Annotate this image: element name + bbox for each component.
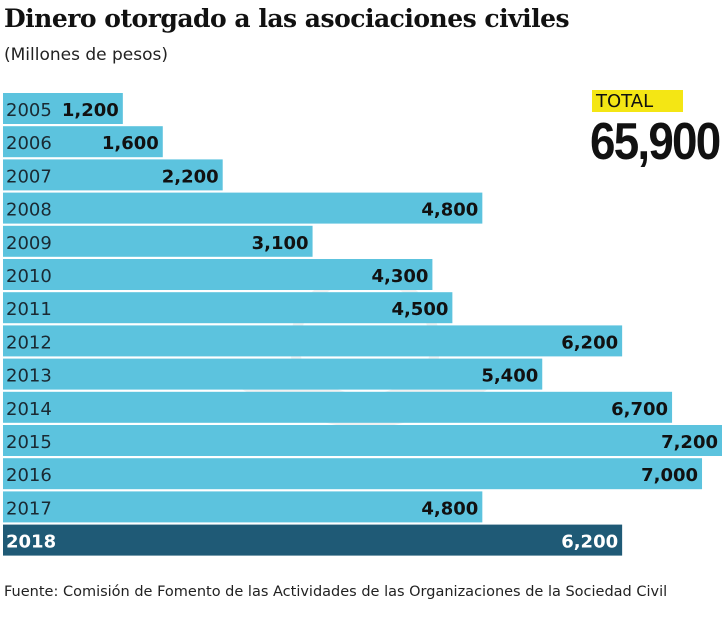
- bar-2012: [3, 325, 623, 357]
- category-label: 2005: [6, 100, 52, 121]
- value-label: 3,100: [252, 233, 309, 254]
- value-label: 5,400: [481, 366, 538, 387]
- bar-2016: [3, 458, 703, 490]
- chart-title: Dinero otorgado a las asociaciones civil…: [4, 4, 570, 33]
- total-label: TOTAL: [592, 90, 684, 112]
- value-label: 6,200: [561, 532, 618, 553]
- value-label: 4,800: [421, 200, 478, 221]
- bar-2005: [3, 93, 123, 124]
- value-label: 6,200: [561, 332, 618, 353]
- category-label: 2008: [6, 200, 52, 221]
- bar-2011: [3, 292, 453, 324]
- value-label: 2,200: [162, 166, 219, 187]
- bar-2015: [3, 425, 722, 456]
- total-value: 65,900: [590, 113, 721, 171]
- value-label: 4,500: [391, 299, 448, 320]
- category-label: 2016: [6, 465, 52, 486]
- bar-2006: [3, 126, 163, 158]
- category-label: 2013: [6, 366, 52, 387]
- category-label: 2007: [6, 166, 52, 187]
- bar-2009: [3, 225, 313, 257]
- bar-2008: [3, 192, 483, 224]
- category-label: 2009: [6, 233, 52, 254]
- value-label: 1,600: [102, 133, 159, 154]
- bar-2010: [3, 259, 433, 290]
- chart-subtitle: (Millones de pesos): [4, 45, 169, 65]
- value-label: 7,000: [641, 465, 698, 486]
- value-label: 1,200: [62, 100, 119, 121]
- category-label: 2012: [6, 332, 52, 353]
- category-label: 2015: [6, 432, 52, 453]
- category-label: 2011: [6, 299, 52, 320]
- category-label: 2018: [6, 532, 56, 553]
- category-label: 2006: [6, 133, 52, 154]
- bar-2007: [3, 159, 223, 191]
- bar-chart: 2005 1,200 2006 1,600 2007 2,200 2008 4,800 2009…: [3, 93, 722, 556]
- value-label: 7,200: [661, 432, 718, 453]
- value-label: 4,800: [421, 498, 478, 519]
- bar-2014: [3, 391, 673, 423]
- value-label: 6,700: [611, 399, 668, 420]
- bar-2018: [3, 524, 623, 556]
- value-label: 4,300: [371, 266, 428, 287]
- category-label: 2017: [6, 498, 52, 519]
- source-note: Fuente: Comisión de Fomento de las Activ…: [4, 584, 668, 600]
- category-label: 2010: [6, 266, 52, 287]
- bar-2013: [3, 358, 543, 390]
- category-label: 2014: [6, 399, 52, 420]
- bar-2017: [3, 491, 483, 523]
